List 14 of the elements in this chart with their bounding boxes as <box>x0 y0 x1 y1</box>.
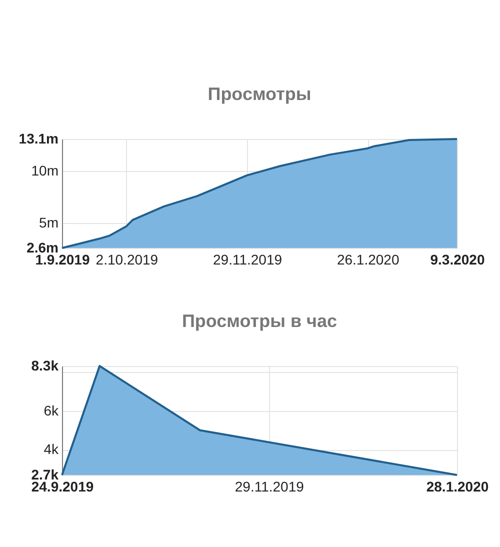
x-tick-label: 29.11.2019 <box>234 478 304 494</box>
chart-title: Просмотры в час <box>182 311 338 331</box>
y-tick-label: 13.1m <box>18 130 58 146</box>
x-tick-label: 2.10.2019 <box>96 252 158 268</box>
y-tick-label: 5m <box>39 214 58 231</box>
y-tick-label: 6k <box>44 402 60 418</box>
x-tick-label: 9.3.2020 <box>430 252 485 268</box>
x-tick-label: 29.11.2019 <box>213 252 282 268</box>
x-tick-label: 28.1.2020 <box>426 478 489 494</box>
y-tick-label: 10m <box>31 162 58 179</box>
y-tick-label: 8.3k <box>31 358 59 374</box>
y-tick-label: 4k <box>44 441 60 458</box>
chart-title: Просмотры <box>208 84 312 104</box>
x-tick-label: 26.1.2020 <box>336 252 400 268</box>
